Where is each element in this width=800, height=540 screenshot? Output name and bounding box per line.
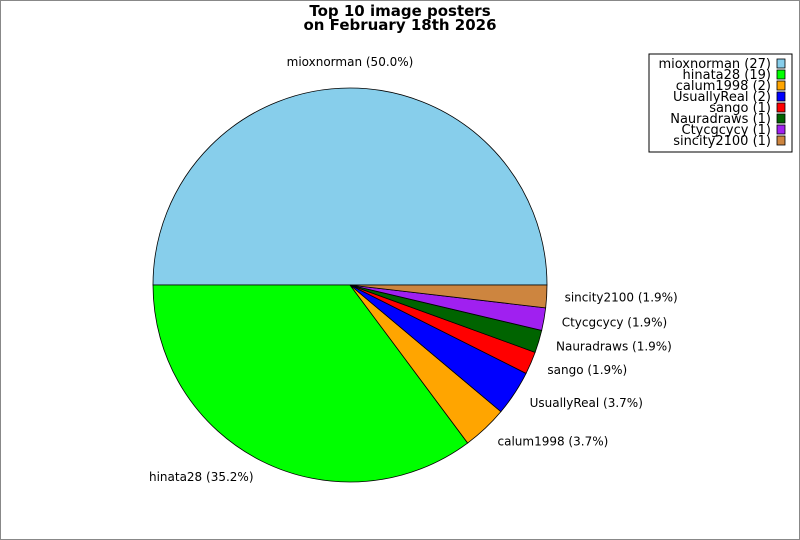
chart-title-line-1: Top 10 image posters	[309, 2, 490, 20]
pie-slice-hinata28	[152, 284, 469, 483]
legend-swatch-sango	[776, 102, 786, 113]
legend-swatch-hinata28	[776, 69, 786, 80]
legend-label-usuallyreal: UsuallyReal (2)	[673, 90, 771, 105]
pie-labels: mioxnorman (50.0%) hinata28 (35.2%) calum1…	[149, 55, 678, 484]
legend: mioxnorman (27)hinata28 (19)calum1998 (2…	[648, 53, 793, 153]
slice-label-mioxnorman: mioxnorman (50.0%)	[287, 55, 414, 69]
slice-label-hinata28: hinata28 (35.2%)	[149, 470, 254, 484]
legend-label-hinata28: hinata28 (19)	[683, 68, 771, 83]
legend-label-calum1998: calum1998 (2)	[676, 79, 771, 94]
slice-label-sincity2100: sincity2100 (1.9%)	[565, 291, 678, 305]
pie-slice-sincity2100	[349, 284, 548, 309]
slice-label-calum1998: calum1998 (3.7%)	[498, 434, 609, 448]
slice-label-usuallyreal: UsuallyReal (3.7%)	[530, 396, 643, 410]
legend-label-sincity2100: sincity2100 (1)	[673, 134, 771, 149]
legend-swatch-nauradraws	[776, 113, 786, 124]
legend-label-ctycgcycy: Ctycgcycy (1)	[682, 123, 772, 138]
legend-swatch-mioxnorman	[776, 58, 786, 69]
legend-swatch-calum1998	[776, 80, 786, 91]
legend-label-mioxnorman: mioxnorman (27)	[658, 57, 771, 72]
legend-label-sango: sango (1)	[709, 101, 771, 116]
legend-label-nauradraws: Nauradraws (1)	[670, 112, 771, 127]
pie-slice-mioxnorman	[152, 87, 548, 286]
slice-label-ctycgcycy: Ctycgcycy (1.9%)	[562, 315, 667, 329]
legend-swatch-ctycgcycy	[776, 124, 786, 135]
pie-slices	[152, 87, 548, 483]
slice-label-nauradraws: Nauradraws (1.9%)	[556, 340, 672, 354]
slice-label-sango: sango (1.9%)	[547, 363, 627, 377]
legend-swatch-sincity2100	[776, 135, 786, 146]
legend-box	[648, 53, 793, 153]
legend-swatch-usuallyreal	[776, 91, 786, 102]
chart-title-line-2: on February 18th 2026	[303, 16, 496, 34]
